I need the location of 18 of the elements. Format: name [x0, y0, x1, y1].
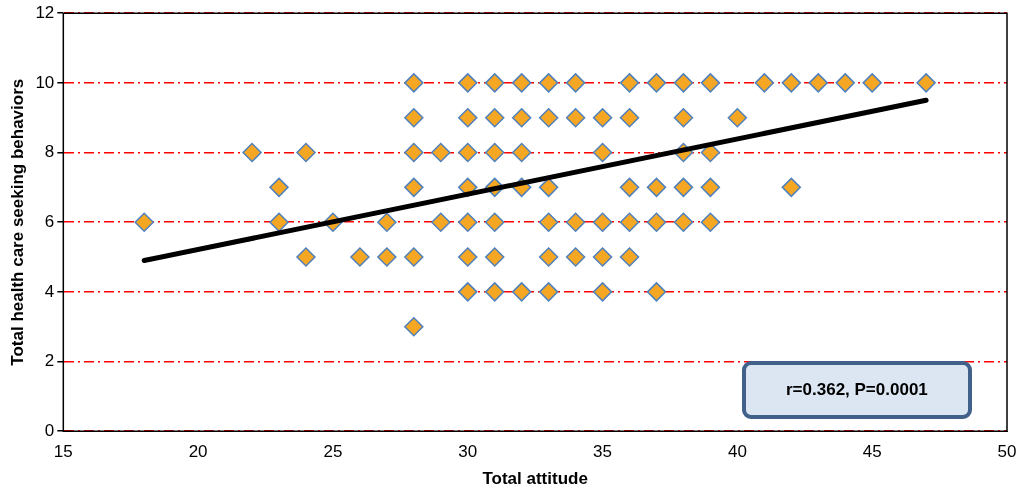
- y-axis-title: Total health care seeking behaviors: [7, 78, 27, 366]
- y-tick-label: 8: [44, 142, 55, 162]
- x-tick-label: 25: [323, 442, 343, 462]
- y-tick-label: 2: [44, 351, 55, 371]
- y-tick-label: 0: [44, 420, 55, 440]
- y-tick-label: 4: [44, 281, 55, 301]
- x-tick-label: 20: [188, 442, 208, 462]
- x-tick-label: 50: [997, 442, 1017, 462]
- x-tick-label: 15: [53, 442, 73, 462]
- x-axis-title: Total attitude: [482, 469, 588, 489]
- x-tick-label: 45: [862, 442, 882, 462]
- y-tick-label: 12: [35, 2, 55, 22]
- x-tick-label: 40: [727, 442, 747, 462]
- x-tick-label: 30: [458, 442, 478, 462]
- x-tick-label: 35: [593, 442, 613, 462]
- y-tick-label: 6: [44, 211, 55, 231]
- text-box: r=0.362, P=0.0001: [742, 361, 972, 420]
- y-tick-label: 10: [35, 72, 55, 92]
